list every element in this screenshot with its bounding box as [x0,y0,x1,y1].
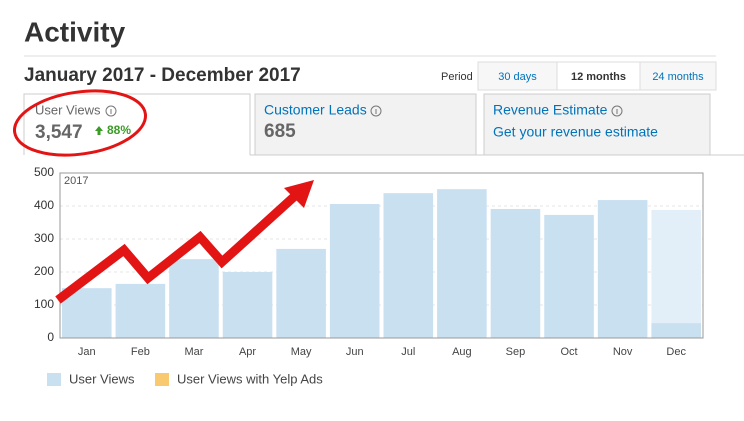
tab-change: 88% [107,123,131,137]
legend-label: User Views with Yelp Ads [177,371,323,386]
x-tick-label: Dec [666,346,686,358]
period-button[interactable] [477,61,558,91]
bar [222,272,273,338]
x-tick-label: Apr [239,346,256,358]
bar [544,214,594,338]
tab-box[interactable] [483,93,711,156]
y-tick-label: 200 [34,264,54,278]
x-tick-label: Aug [452,346,472,358]
legend-label: User Views [69,371,135,386]
y-tick-label: 100 [34,297,54,311]
annotation-arrowhead [284,180,314,208]
tab-label: Customer Leads [264,102,367,118]
x-tick-label: Nov [613,346,633,358]
y-tick-label: 500 [34,165,54,179]
info-icon [370,105,382,117]
year-label: 2017 [64,175,88,187]
legend-swatch [47,373,61,386]
page-title: Activity [24,16,126,47]
x-tick-label: May [291,346,312,358]
bar [437,189,487,338]
annotation-arrow [55,191,300,304]
info-icon [611,105,623,117]
plot-border [59,172,704,339]
tab-box[interactable] [254,93,477,156]
up-arrow [95,126,103,135]
bar [169,259,219,338]
plot-area [60,173,703,338]
tab-value: 685 [264,121,296,142]
period-button[interactable] [639,61,717,91]
bar [329,204,380,338]
y-tick-label: 400 [34,198,54,212]
tab-label: User Views [35,102,101,117]
period-option: 24 months [652,71,704,83]
bar [651,209,701,338]
x-tick-label: Jan [78,346,96,358]
legend-swatch [155,373,169,386]
tab-label: Revenue Estimate [493,102,608,118]
info-icon [105,105,117,117]
y-tick-label: 0 [47,330,54,344]
bar [651,323,701,338]
bar [597,200,648,338]
annotation-circle [13,89,147,157]
bar [490,208,541,338]
x-tick-label: Mar [184,346,203,358]
period-label: Period [441,71,473,83]
date-range: January 2017 - December 2017 [24,65,301,86]
tab-box[interactable] [23,93,251,155]
period-button[interactable] [556,61,641,91]
chart: 0 100 200 300 400 500 Jan Feb Mar Apr May Jun Jul Aug… [34,165,704,358]
bar [62,288,112,338]
period-option: 30 days [498,71,537,83]
tab-value: 3,547 [35,122,83,143]
x-tick-label: Oct [560,346,577,358]
x-tick-label: Sep [506,346,526,358]
x-tick-label: Jul [401,346,415,358]
revenue-link[interactable]: Get your revenue estimate [493,124,658,140]
bar [115,283,166,338]
bar [383,193,434,338]
period-option: 12 months [571,71,626,83]
x-tick-label: Jun [346,346,364,358]
x-tick-label: Feb [131,346,150,358]
y-tick-label: 300 [34,231,54,245]
bar [276,248,326,338]
